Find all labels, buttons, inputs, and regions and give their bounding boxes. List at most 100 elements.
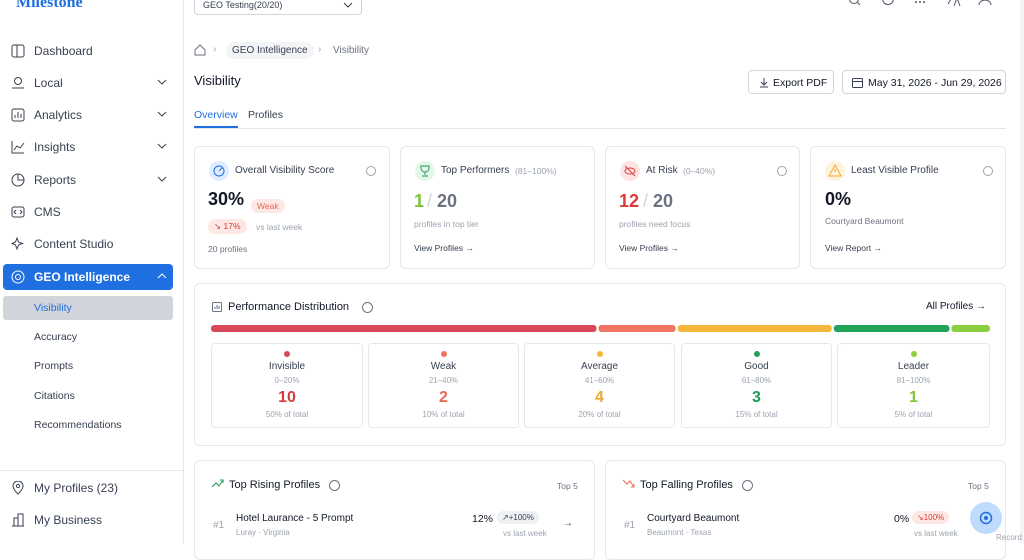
export-button[interactable]: Export PDF: [748, 70, 834, 94]
nav-label: Local: [34, 76, 63, 90]
distribution-segment: [598, 325, 676, 332]
nav-item[interactable]: CMS: [3, 199, 173, 225]
subnav-label: Recommendations: [34, 419, 122, 431]
section-link[interactable]: All Profiles →: [926, 301, 987, 312]
tier-count: 3: [752, 389, 761, 406]
row-note: vs last week: [503, 529, 547, 538]
nav-item[interactable]: My Profiles (23): [3, 475, 173, 501]
sidebar: Milestone Dashboard Local Analytics Insi…: [0, 0, 184, 543]
tier-dot: [284, 351, 290, 357]
record-button[interactable]: [970, 502, 1002, 534]
tier-count: 1: [909, 389, 918, 406]
change-value: +100%: [508, 513, 534, 522]
home-icon[interactable]: [194, 44, 206, 56]
record-label: Record: [996, 533, 1022, 542]
nav-item[interactable]: My Business: [3, 507, 173, 533]
subnav-item[interactable]: Citations: [3, 384, 173, 408]
breadcrumb-item: Visibility: [333, 45, 369, 56]
row-rank: #1: [213, 520, 225, 531]
nav-item[interactable]: Local: [3, 70, 173, 96]
date-range-button[interactable]: May 31, 2026 - Jun 29, 2026: [842, 70, 1006, 94]
tier-share: 15% of total: [735, 410, 778, 419]
distribution-segment: [833, 325, 950, 332]
tier-share: 5% of total: [894, 410, 933, 419]
tier-count: 10: [278, 389, 296, 406]
tier-count: 2: [439, 389, 448, 406]
tier-name: Average: [580, 361, 619, 372]
card-title: Overall Visibility Score: [235, 165, 335, 176]
subnav-label: Prompts: [34, 360, 74, 372]
top-icons[interactable]: [848, 0, 998, 10]
nav-item[interactable]: Insights: [3, 134, 173, 160]
arrow: ↘: [917, 513, 924, 522]
card-footer: 20 profiles: [208, 244, 248, 254]
breadcrumb-sep: ›: [318, 44, 322, 55]
tab-active[interactable]: Overview: [194, 109, 238, 121]
tier-range: 41–60%: [584, 376, 615, 385]
row-open[interactable]: →: [563, 518, 573, 529]
distribution-card: Performance Distribution All Profiles →: [194, 283, 1006, 446]
card-link[interactable]: View Profiles →: [414, 243, 474, 253]
breadcrumb-item[interactable]: GEO Intelligence: [226, 42, 314, 59]
nav-label: Analytics: [34, 108, 83, 122]
row-name: Courtyard Beaumont: [647, 513, 740, 524]
row-change: ↗+100%: [497, 511, 539, 524]
kpi-card: At Risk (0–40%) 12 / 20 profiles need fo…: [605, 146, 800, 269]
nav-label: Dashboard: [34, 44, 93, 58]
tier-range: 61–80%: [741, 376, 772, 385]
subnav-label: Accuracy: [34, 331, 78, 343]
tier-range: 0–20%: [274, 376, 300, 385]
card-range: (81–100%): [515, 166, 557, 176]
tier-range: 81–100%: [896, 376, 931, 385]
nav-item[interactable]: Dashboard: [3, 38, 173, 64]
row-location: Beaumont · Texas: [647, 528, 712, 537]
tier-box: Invisible 0–20% 10 50% of total: [211, 343, 363, 428]
tier-name: Weak: [430, 361, 457, 372]
subnav-item[interactable]: Accuracy: [3, 325, 173, 349]
section-title: Top Falling Profiles: [640, 479, 733, 491]
card-title: Top Performers: [441, 165, 510, 176]
card-value: 1: [414, 191, 425, 211]
card-link[interactable]: View Report →: [825, 243, 883, 253]
tier-share: 10% of total: [422, 410, 465, 419]
tier-box: Good 61–80% 3 15% of total: [681, 343, 832, 428]
card-total: 20: [437, 191, 458, 211]
selector-label: GEO Testing(20/20): [203, 0, 283, 10]
nav-label: My Profiles (23): [34, 481, 119, 495]
card-note: profiles in top tier: [414, 219, 479, 229]
tier-dot: [910, 351, 917, 357]
row-change: ↘100%: [912, 511, 950, 524]
subnav-item[interactable]: Recommendations: [3, 413, 173, 437]
row-note: vs last week: [914, 529, 958, 538]
card-note: profiles need focus: [619, 219, 691, 229]
arrow: ↘: [214, 221, 224, 231]
card-link[interactable]: View Profiles →: [619, 243, 679, 253]
nav-item[interactable]: Reports: [3, 167, 173, 193]
nav-label: GEO Intelligence: [34, 270, 131, 284]
nav-item[interactable]: Content Studio: [3, 231, 173, 257]
subnav-label: Citations: [34, 390, 75, 402]
tier-range: 21–40%: [428, 376, 459, 385]
card-separator: /: [643, 191, 649, 211]
subnav-item-active[interactable]: Visibility: [3, 296, 173, 320]
nav-label: Reports: [34, 173, 77, 187]
nav-item-active[interactable]: GEO Intelligence: [3, 264, 173, 290]
tab[interactable]: Profiles: [248, 109, 284, 121]
row-value: 12%: [472, 513, 494, 525]
falling-card: Top Falling Profiles Top 5 #1 Courtyard …: [605, 460, 1006, 560]
tier-box: Average 41–60% 4 20% of total: [524, 343, 675, 428]
distribution-segment: [677, 325, 832, 332]
arrow: ↗: [502, 513, 509, 522]
tier-share: 50% of total: [265, 410, 309, 419]
subnav-item[interactable]: Prompts: [3, 354, 173, 378]
profile-selector[interactable]: GEO Testing(20/20): [194, 0, 362, 15]
button-label: May 31, 2026 - Jun 29, 2026: [868, 77, 1002, 89]
section-title: Performance Distribution: [228, 301, 350, 313]
change-note: vs last week: [256, 222, 303, 232]
nav-item[interactable]: Analytics: [3, 102, 173, 128]
divider: [0, 470, 183, 471]
distribution-segment: [951, 325, 990, 332]
card-total: 20: [653, 191, 674, 211]
